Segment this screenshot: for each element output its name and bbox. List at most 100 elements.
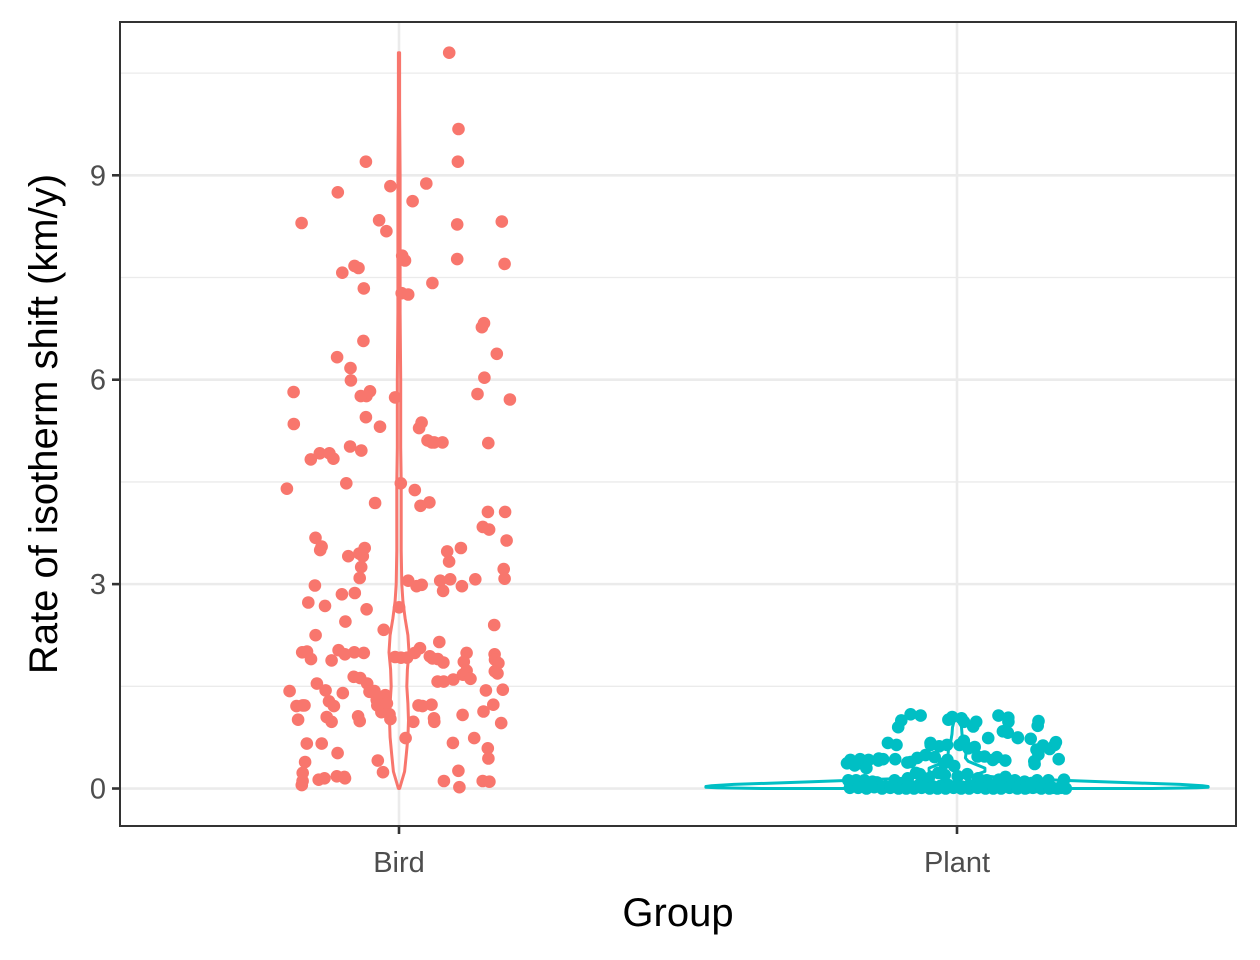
data-point-bird: [300, 737, 314, 750]
data-point-bird: [454, 541, 468, 555]
data-point-bird: [477, 705, 490, 718]
y-axis: 0 3 6 9: [90, 160, 120, 806]
data-point-bird: [443, 573, 457, 586]
data-point-bird: [327, 452, 340, 466]
data-point-bird: [348, 586, 362, 600]
data-point-plant: [1011, 731, 1025, 745]
data-point-bird: [408, 483, 422, 497]
data-point-bird: [338, 772, 352, 785]
data-point-bird: [495, 215, 509, 228]
data-point-bird: [399, 731, 412, 745]
data-point-bird: [487, 618, 501, 632]
y-tick-label: 3: [90, 569, 106, 601]
data-point-bird: [475, 320, 489, 334]
data-point-plant: [961, 767, 974, 781]
data-point-plant: [981, 731, 995, 745]
data-point-plant: [904, 708, 917, 721]
data-point-plant: [1049, 735, 1063, 749]
data-point-bird: [331, 746, 344, 760]
data-point-bird: [452, 122, 465, 136]
data-point-bird: [280, 482, 294, 496]
data-point-bird: [490, 347, 504, 361]
data-point-plant: [992, 709, 1005, 722]
data-point-plant: [1059, 782, 1073, 795]
data-point-bird: [372, 214, 386, 227]
data-point-plant: [951, 770, 964, 783]
data-point-bird: [415, 578, 429, 592]
data-point-bird: [497, 562, 511, 576]
data-point-bird: [392, 601, 406, 614]
data-point-bird: [464, 672, 477, 686]
data-point-bird: [315, 540, 328, 553]
data-point-bird: [384, 179, 397, 193]
data-point-plant: [1028, 757, 1041, 771]
data-point-bird: [450, 252, 464, 266]
data-point-bird: [357, 646, 371, 660]
data-point-bird: [407, 715, 420, 729]
data-point-bird: [344, 361, 357, 375]
data-point-bird: [340, 477, 353, 490]
data-point-bird: [354, 389, 368, 403]
data-point-bird: [498, 505, 512, 519]
data-point-bird: [330, 350, 344, 364]
data-point-bird: [357, 334, 370, 348]
data-point-bird: [380, 224, 393, 238]
data-point-bird: [450, 218, 464, 231]
data-point-bird: [298, 699, 311, 712]
data-point-bird: [318, 599, 332, 613]
panel-border: [119, 21, 1237, 827]
data-point-bird: [456, 708, 469, 722]
data-point-bird: [319, 684, 332, 697]
data-point-bird: [437, 774, 451, 788]
data-point-bird: [482, 752, 495, 765]
data-point-bird: [482, 523, 496, 536]
data-point-bird: [428, 715, 441, 729]
data-point-bird: [433, 574, 447, 587]
data-point-bird: [451, 155, 465, 168]
data-point-bird: [336, 266, 349, 280]
data-point-bird: [398, 254, 412, 267]
data-point-bird: [437, 656, 450, 669]
data-point-bird: [358, 541, 372, 555]
data-point-plant: [888, 752, 902, 766]
data-point-bird: [455, 579, 469, 593]
data-point-bird: [373, 420, 387, 434]
data-point-bird: [352, 261, 365, 275]
data-point-plant: [1052, 752, 1065, 766]
data-point-bird: [359, 410, 373, 424]
data-point-bird: [491, 667, 504, 680]
data-point-bird: [471, 387, 484, 401]
y-axis-title: Rate of isotherm shift (km/y): [22, 174, 66, 674]
data-point-plant: [940, 738, 954, 752]
data-point-bird: [360, 603, 373, 616]
data-point-bird: [354, 560, 368, 574]
data-point-bird: [331, 186, 345, 199]
data-point-bird: [295, 778, 309, 792]
data-point-bird: [287, 417, 301, 431]
data-point-bird: [344, 374, 358, 387]
data-point-bird: [446, 736, 460, 750]
data-point-plant: [938, 768, 952, 782]
data-point-bird: [308, 579, 322, 592]
data-point-bird: [481, 742, 495, 755]
jitter-points: [280, 46, 1073, 795]
data-point-bird: [406, 194, 419, 208]
data-point-bird: [315, 737, 329, 750]
data-point-plant: [945, 710, 959, 724]
data-point-bird: [503, 393, 517, 406]
data-point-bird: [313, 447, 327, 460]
data-point-bird: [325, 715, 338, 729]
data-point-bird: [469, 573, 482, 586]
data-point-bird: [309, 628, 322, 642]
data-point-bird: [371, 754, 385, 767]
data-point-bird: [291, 713, 305, 726]
data-point-bird: [355, 444, 368, 457]
x-axis: Bird Plant: [373, 826, 990, 879]
data-point-plant: [914, 709, 927, 722]
data-point-bird: [309, 531, 322, 545]
data-point-bird: [437, 675, 451, 688]
data-point-bird: [342, 549, 355, 563]
data-point-bird: [357, 282, 371, 295]
data-point-bird: [318, 772, 331, 785]
